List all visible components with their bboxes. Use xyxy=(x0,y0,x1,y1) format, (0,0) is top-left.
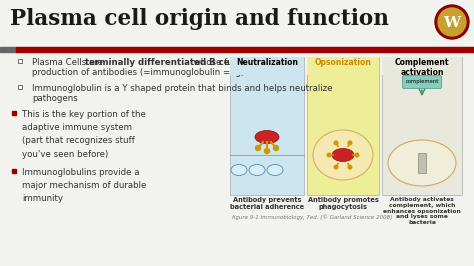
Text: This is the key portion of the
adaptive immune system
(part that recognizes stuf: This is the key portion of the adaptive … xyxy=(22,110,146,159)
Bar xyxy=(230,57,304,75)
Text: Opsonization: Opsonization xyxy=(315,58,372,67)
Circle shape xyxy=(255,146,261,151)
Ellipse shape xyxy=(231,164,247,176)
Bar xyxy=(16,47,474,52)
FancyBboxPatch shape xyxy=(402,76,441,89)
Bar xyxy=(12,111,16,115)
Ellipse shape xyxy=(332,148,354,161)
Bar xyxy=(230,57,304,195)
Ellipse shape xyxy=(388,140,456,186)
Circle shape xyxy=(273,146,279,151)
Circle shape xyxy=(334,141,338,145)
Bar xyxy=(18,85,22,89)
Bar xyxy=(18,59,22,63)
Bar xyxy=(12,169,16,173)
Ellipse shape xyxy=(267,164,283,176)
Text: Plasma cell origin and function: Plasma cell origin and function xyxy=(10,8,389,30)
Text: production of antibodies (=immunoglobulin = lg): production of antibodies (=immunoglobuli… xyxy=(32,68,244,77)
Circle shape xyxy=(264,148,270,153)
Text: whose function is the: whose function is the xyxy=(191,58,286,67)
Text: complement: complement xyxy=(405,80,439,85)
Ellipse shape xyxy=(313,130,373,180)
Ellipse shape xyxy=(255,131,279,143)
Text: terminally differentiated B cells: terminally differentiated B cells xyxy=(85,58,240,67)
Text: Antibody activates
complement, which
enhances opsonization
and lyses some
bacter: Antibody activates complement, which enh… xyxy=(383,197,461,225)
Text: Antibody promotes
phagocytosis: Antibody promotes phagocytosis xyxy=(308,197,378,210)
Circle shape xyxy=(438,8,466,36)
Circle shape xyxy=(327,153,331,157)
Text: W: W xyxy=(444,16,461,30)
Text: Antibody prevents
bacterial adherence: Antibody prevents bacterial adherence xyxy=(230,197,304,210)
Text: Plasma Cells are: Plasma Cells are xyxy=(32,58,106,67)
Bar xyxy=(307,57,379,195)
Text: pathogens: pathogens xyxy=(32,94,78,103)
Bar xyxy=(0,47,16,52)
Bar xyxy=(418,153,426,173)
Circle shape xyxy=(334,165,338,169)
Text: Complement
activation: Complement activation xyxy=(395,58,449,77)
Circle shape xyxy=(355,153,359,157)
Bar xyxy=(307,57,379,75)
Circle shape xyxy=(348,165,352,169)
Text: figure 9-1 Immunobiology, 7ed. (© Garland Science 2008): figure 9-1 Immunobiology, 7ed. (© Garlan… xyxy=(232,214,392,220)
Text: Immunoglobulin is a Y shaped protein that binds and helps neutralize: Immunoglobulin is a Y shaped protein tha… xyxy=(32,84,332,93)
Bar xyxy=(382,57,462,75)
Text: Neutralization: Neutralization xyxy=(236,58,298,67)
Circle shape xyxy=(435,5,469,39)
Text: Immunoglobulins provide a
major mechanism of durable
immunity: Immunoglobulins provide a major mechanis… xyxy=(22,168,146,203)
Circle shape xyxy=(348,141,352,145)
Ellipse shape xyxy=(249,164,265,176)
Bar xyxy=(382,57,462,195)
